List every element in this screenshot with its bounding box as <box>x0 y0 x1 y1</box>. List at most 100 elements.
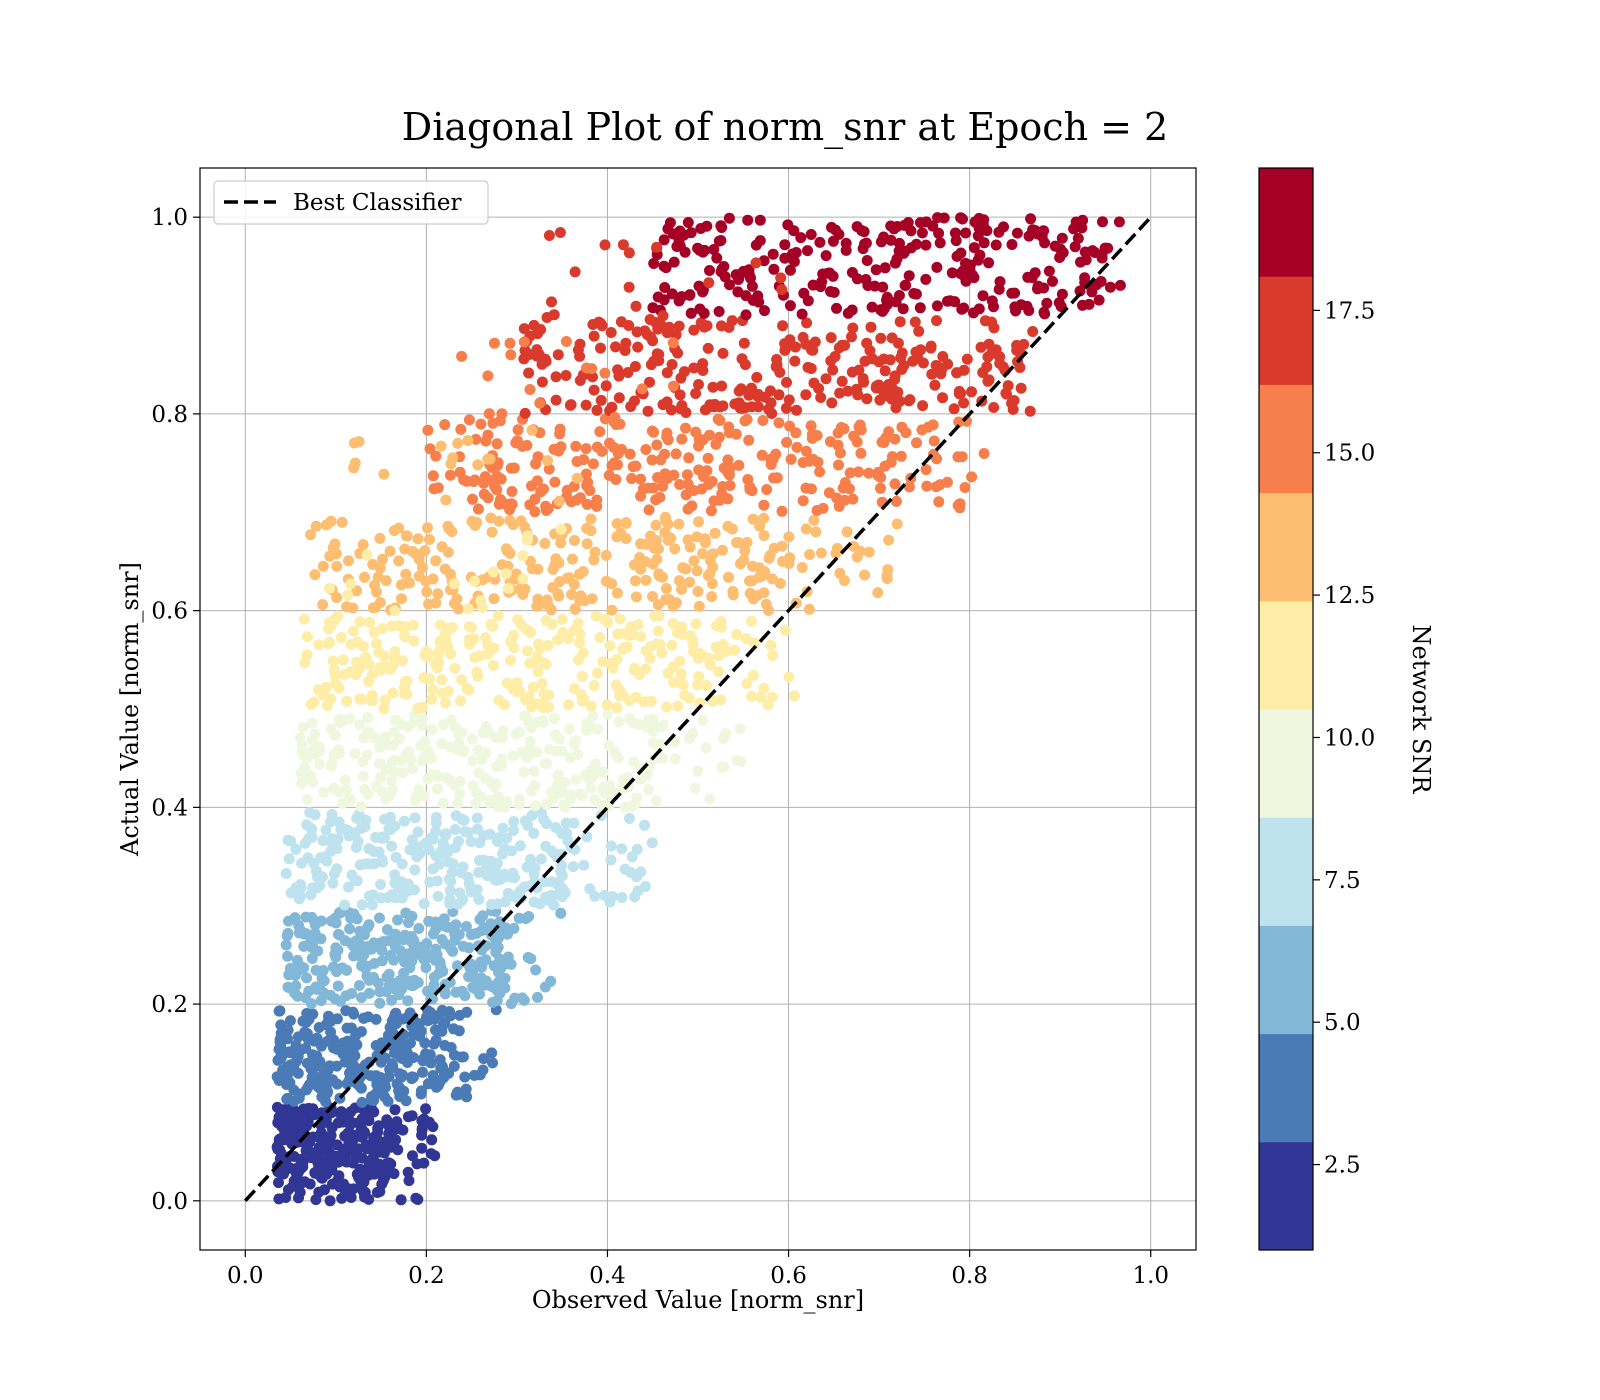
scatter-point <box>496 559 508 571</box>
colorbar-band <box>1259 600 1313 710</box>
scatter-point <box>493 801 504 813</box>
scatter-point <box>1008 395 1020 406</box>
scatter-point <box>594 426 606 438</box>
scatter-point <box>738 337 750 349</box>
scatter-point <box>553 557 565 569</box>
scatter-point <box>522 645 533 657</box>
scatter-point <box>629 361 641 372</box>
scatter-point <box>606 604 618 616</box>
scatter-point <box>826 221 837 233</box>
scatter-point <box>757 415 769 426</box>
scatter-point <box>560 370 572 381</box>
scatter-point <box>305 699 317 710</box>
scatter-point <box>594 632 606 643</box>
scatter-point <box>374 532 386 544</box>
scatter-point <box>1083 298 1095 310</box>
scatter-point <box>959 482 971 493</box>
scatter-point <box>556 613 568 625</box>
scatter-point <box>535 853 547 865</box>
y-tick-label: 0.8 <box>151 402 188 428</box>
scatter-point <box>406 763 418 775</box>
scatter-point <box>827 364 839 376</box>
scatter-point <box>585 782 597 794</box>
scatter-point <box>400 530 412 542</box>
scatter-point <box>611 518 623 530</box>
scatter-point <box>604 640 616 652</box>
scatter-point <box>732 286 744 298</box>
scatter-point <box>1038 282 1050 294</box>
scatter-point <box>347 625 359 637</box>
scatter-point <box>667 618 679 629</box>
scatter-point <box>339 899 351 911</box>
scatter-point <box>506 486 518 497</box>
scatter-point <box>479 772 491 784</box>
x-axis-label: Observed Value [norm_snr] <box>532 1286 864 1314</box>
scatter-point <box>293 1192 304 1204</box>
scatter-point <box>814 236 826 248</box>
scatter-point <box>500 568 512 580</box>
scatter-point <box>456 813 468 825</box>
scatter-point <box>870 382 882 394</box>
scatter-point <box>550 394 562 406</box>
scatter-point <box>485 918 497 930</box>
scatter-point <box>781 436 793 448</box>
scatter-point <box>744 483 756 495</box>
scatter-point <box>654 491 666 503</box>
scatter-point <box>656 721 667 733</box>
scatter-point <box>508 922 520 934</box>
scatter-point <box>861 337 873 349</box>
scatter-point <box>644 314 656 325</box>
scatter-point <box>782 219 794 231</box>
colorbar-band <box>1259 709 1313 818</box>
scatter-point <box>585 700 597 712</box>
scatter-point <box>448 578 460 590</box>
scatter-point <box>285 1059 297 1071</box>
scatter-point <box>449 662 461 674</box>
scatter-point <box>284 1077 296 1089</box>
scatter-point <box>330 678 342 690</box>
scatter-point <box>331 592 343 604</box>
scatter-point <box>540 658 552 670</box>
scatter-point <box>697 286 709 298</box>
scatter-point <box>318 1076 330 1088</box>
scatter-point <box>472 459 484 471</box>
scatter-point <box>655 454 667 466</box>
scatter-point <box>374 912 385 924</box>
scatter-point <box>804 549 816 560</box>
scatter-point <box>812 456 824 468</box>
scatter-point <box>846 331 857 343</box>
scatter-point <box>838 423 850 435</box>
scatter-point <box>314 879 326 891</box>
scatter-point <box>355 1125 367 1137</box>
scatter-point <box>1056 232 1068 244</box>
scatter-point <box>525 854 537 865</box>
colorbar-band <box>1259 1141 1313 1251</box>
scatter-point <box>437 965 449 977</box>
scatter-point <box>480 954 492 966</box>
scatter-point <box>418 898 430 910</box>
scatter-point <box>403 1175 415 1187</box>
scatter-point <box>443 1067 455 1079</box>
scatter-point <box>357 770 369 782</box>
scatter-point <box>392 914 404 926</box>
scatter-point <box>1091 279 1103 291</box>
scatter-point <box>875 482 886 494</box>
scatter-point <box>545 786 557 798</box>
scatter-point <box>955 387 967 399</box>
scatter-point <box>571 472 583 484</box>
colorbar-tick-label: 10.0 <box>1324 725 1375 751</box>
scatter-point <box>651 348 663 360</box>
scatter-point <box>430 658 442 670</box>
scatter-point <box>317 560 329 572</box>
scatter-point <box>872 470 884 482</box>
x-axis-ticks: 0.0 0.2 0.4 0.6 0.8 1.0 <box>227 1250 1169 1289</box>
scatter-point <box>661 367 673 379</box>
scatter-point <box>505 635 517 647</box>
scatter-point <box>452 797 464 809</box>
scatter-point <box>720 727 732 739</box>
scatter-point <box>613 370 625 382</box>
scatter-point <box>713 306 725 317</box>
scatter-point <box>796 308 808 320</box>
scatter-point <box>530 964 542 976</box>
scatter-point <box>727 589 739 601</box>
